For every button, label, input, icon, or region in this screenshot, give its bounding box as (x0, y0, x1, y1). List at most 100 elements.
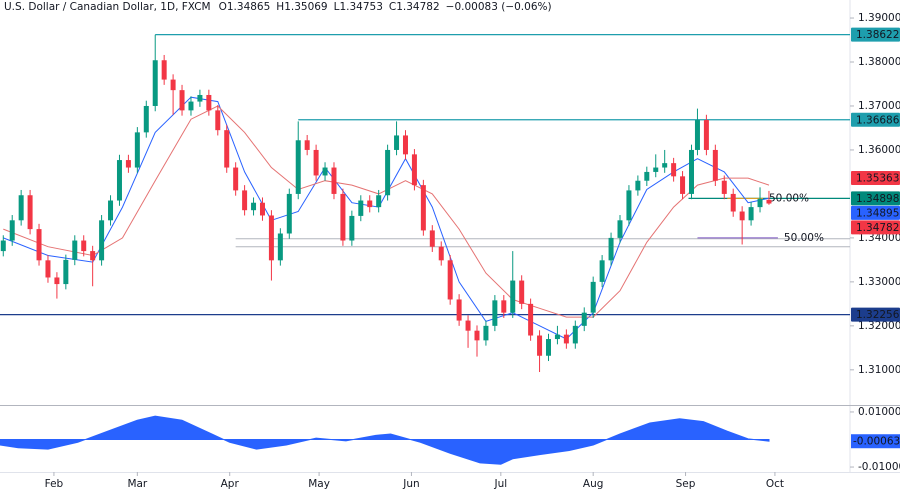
candle-body (757, 198, 763, 208)
x-tick-label: Feb (45, 478, 64, 490)
x-tick-label: May (308, 478, 330, 490)
price-tag-label: 1.34895 (856, 207, 899, 219)
candle-body (81, 240, 87, 252)
x-tick-label: Aug (583, 478, 604, 490)
x-tick-label: Jun (402, 478, 419, 490)
y-tick-label: 0.01000 (858, 406, 900, 418)
axes: 1.31000 1.32000 1.33000 1.34000 1.36000 1.370… (45, 12, 900, 490)
ohlc-value: L1.34753 (334, 1, 383, 13)
x-tick-label: Jul (493, 478, 507, 490)
candle-body (411, 154, 417, 186)
ohlc-value: O1.34865 (219, 1, 271, 13)
candle-body (712, 149, 718, 181)
candle-body (554, 334, 560, 340)
moving-average (3, 105, 770, 318)
candle-body (206, 94, 212, 111)
candle-body (420, 185, 426, 231)
candle-body (259, 202, 265, 216)
candle-body (367, 200, 373, 208)
candle-body (519, 280, 525, 304)
price-tag (851, 170, 900, 185)
candle-body (394, 135, 400, 150)
candle-body (0, 240, 6, 252)
candle-body (429, 230, 435, 247)
fib-label: 50.00% (769, 192, 809, 204)
candle-body (689, 149, 695, 194)
candle-body (215, 110, 221, 131)
candle-body (90, 251, 96, 261)
y-tick-label: 1.36000 (858, 144, 900, 156)
candle-body (99, 220, 105, 261)
candle-body (116, 160, 122, 201)
candle-body (161, 60, 167, 80)
candle-body (545, 339, 551, 356)
candle-body (36, 229, 42, 261)
candle-body (694, 120, 700, 150)
y-tick-label: 1.39000 (858, 12, 900, 24)
candle-body (63, 259, 69, 285)
candle-body (152, 60, 158, 106)
price-tag (851, 27, 900, 42)
candle-body (349, 215, 355, 241)
candle-body (197, 94, 203, 102)
candle-body (608, 237, 614, 261)
y-tick-label: 1.32000 (858, 320, 900, 332)
y-tick-label: -0.01000 (858, 461, 900, 473)
price-tag (851, 220, 900, 235)
candle-body (739, 211, 745, 221)
candle-body (376, 195, 382, 208)
candle-body (721, 180, 727, 194)
price-tag-label: 1.32256 (856, 309, 900, 321)
candle-body (251, 202, 257, 211)
ohlc-value: C1.34782 (389, 1, 440, 13)
candle-body (703, 120, 709, 150)
price-tag (851, 434, 900, 449)
price-tag-label: 1.35363 (856, 172, 899, 184)
candle-body (134, 132, 140, 168)
candle-body (730, 193, 736, 212)
candle-body (510, 280, 516, 313)
candle-body (322, 167, 328, 176)
x-tick-label: Oct (766, 478, 784, 490)
fib-label: 50.00% (784, 232, 824, 244)
candle-body (590, 281, 596, 313)
price-tag-label: 1.34782 (856, 222, 899, 234)
candle-body (474, 330, 480, 341)
moving-average (3, 96, 770, 340)
candle-body (456, 299, 462, 321)
candle-body (340, 193, 346, 241)
price-tag-label: 1.34898 (856, 193, 899, 205)
candle-body (402, 135, 408, 155)
candle-body (385, 149, 391, 196)
candle-body (766, 199, 772, 204)
candle-body (233, 167, 239, 191)
candle-body (54, 277, 60, 285)
price-pane: 50.00% 50.00% (0, 34, 850, 373)
candle-body (268, 215, 274, 261)
candle-body (644, 171, 650, 181)
candle-body (143, 105, 149, 133)
y-tick-label: 1.33000 (858, 276, 900, 288)
candle-body (671, 163, 677, 177)
candle-body (72, 240, 78, 260)
x-tick-label: Mar (127, 478, 147, 490)
y-tick-label: 1.37000 (858, 100, 900, 112)
candle-body (9, 220, 15, 241)
candle-body (188, 101, 194, 111)
y-tick-label: 1.34000 (858, 232, 900, 244)
candle-body (358, 200, 364, 216)
price-tag-label: 1.36686 (856, 114, 900, 126)
candle-body (286, 193, 292, 234)
candle-body (465, 320, 471, 331)
symbol-title: U.S. Dollar / Canadian Dollar, 1D, FXCM (4, 1, 211, 13)
oscillator-pane (0, 415, 770, 465)
y-tick-label: 1.38000 (858, 56, 900, 68)
candle-body (18, 195, 24, 221)
candle-body (125, 160, 131, 168)
candle-body (313, 149, 319, 176)
price-tag (851, 112, 900, 127)
candle-body (501, 300, 507, 313)
price-change: −0.00083 (−0.06%) (446, 1, 552, 13)
